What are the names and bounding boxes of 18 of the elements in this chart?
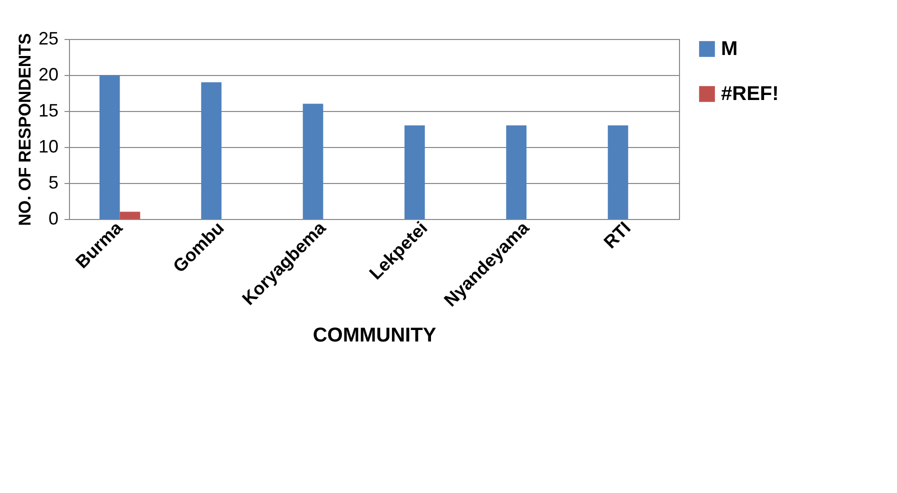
y-tick-label: 15: [38, 100, 58, 120]
bar: [302, 104, 324, 219]
y-tick-label: 5: [48, 172, 58, 192]
bar: [404, 125, 425, 219]
y-tick-label: 25: [38, 28, 58, 48]
bar: [120, 212, 140, 219]
y-tick-label: 10: [38, 136, 58, 156]
x-tick-label: RTI: [600, 218, 635, 252]
y-tick-label: 0: [48, 208, 58, 228]
bar: [506, 125, 526, 219]
bar: [608, 125, 628, 219]
legend-label: M: [721, 38, 738, 60]
y-axis-title: NO. OF RESPONDENTS: [15, 33, 34, 226]
x-axis-title: COMMUNITY: [312, 324, 437, 346]
y-tick-label: 20: [38, 64, 58, 84]
legend-label: #REF!: [721, 83, 779, 105]
bar: [100, 75, 120, 219]
bar: [201, 82, 222, 219]
